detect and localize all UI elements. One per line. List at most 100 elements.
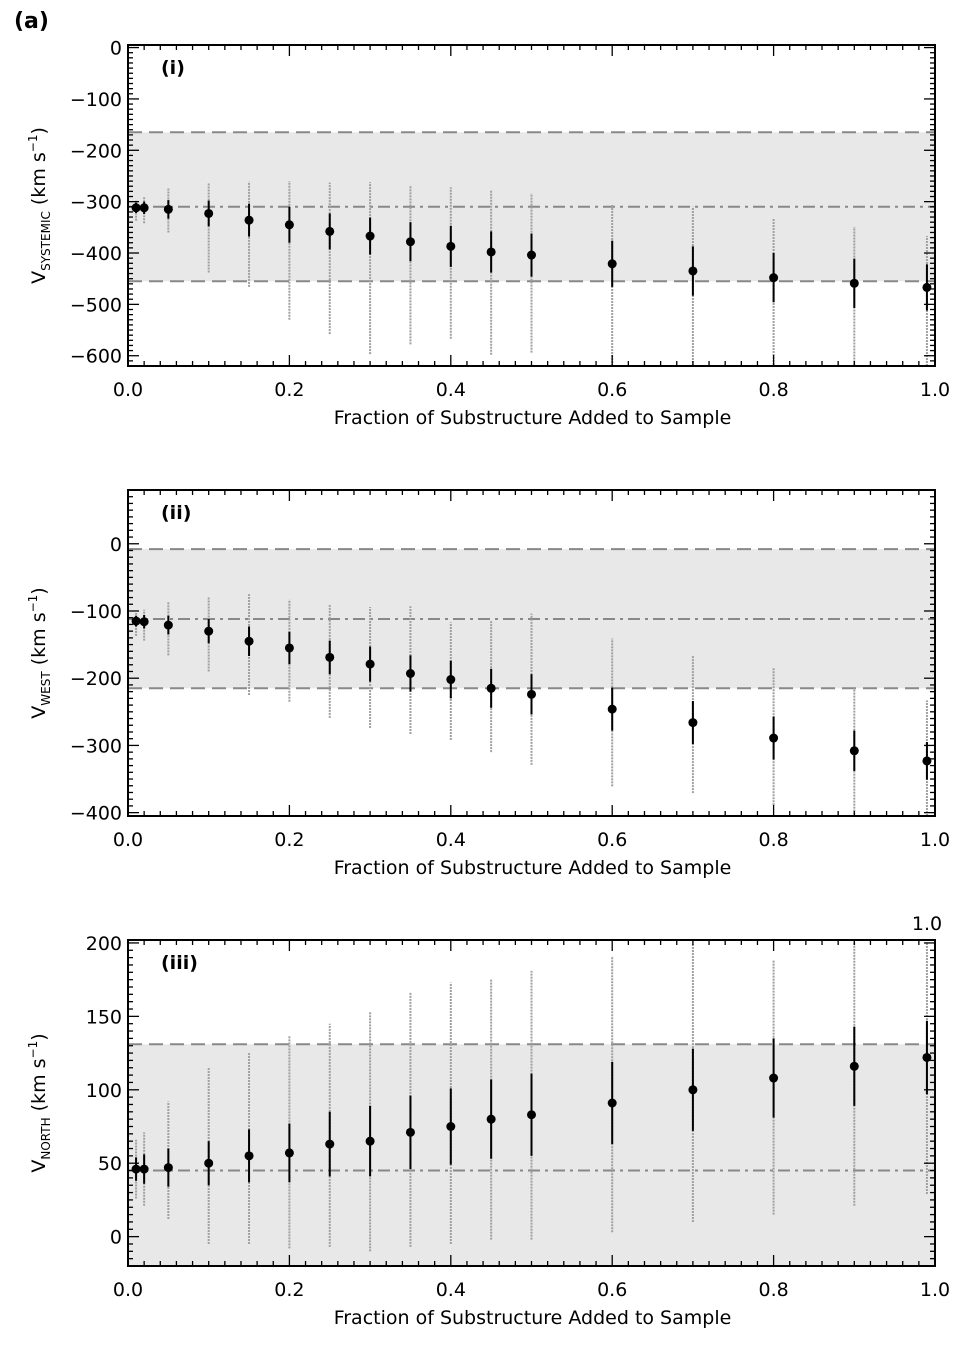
panel-i-data-point-16 <box>922 282 932 292</box>
panel-ii-label: (ii) <box>161 502 191 524</box>
panel-ii-data-point-10 <box>486 683 496 693</box>
panel-ii-y-axis-label: VWEST (km s−1) <box>26 587 53 718</box>
ylabel-exponent: −1 <box>26 135 40 153</box>
figure-label: (a) <box>14 9 49 34</box>
panel-iii-data-point-4 <box>244 1151 254 1161</box>
panel-i-data-point-7 <box>365 231 375 241</box>
ylabel-main: V <box>28 1160 50 1173</box>
panel-i-x-tick-label: 0.0 <box>113 379 143 401</box>
panel-iii: 0.0 0.2 0.4 0.6 0.8 1.0 0 50 100 150 200 (iii) Fr… <box>26 913 950 1329</box>
panel-ii-x-tick-label: 0.6 <box>597 829 627 851</box>
panel-i-data-point-1 <box>139 203 149 213</box>
panel-iii-y-tick-label: 150 <box>86 1006 122 1028</box>
panel-i-y-tick-label: −300 <box>70 192 122 214</box>
panel-iii-data-point-0 <box>131 1164 141 1174</box>
panel-i-data-point-6 <box>325 226 335 236</box>
panel-iii-y-tick-label: 200 <box>86 933 122 955</box>
panel-iii-data-point-2 <box>163 1163 173 1173</box>
ylabel-close: ) <box>28 127 50 134</box>
panel-i-y-tick-label: −100 <box>70 89 122 111</box>
ylabel-units: (km s <box>28 152 50 211</box>
panel-iii-y-axis-label: VNORTH (km s−1) <box>26 1033 53 1172</box>
panel-iii-data-point-14 <box>769 1073 779 1083</box>
panel-ii-data-point-16 <box>922 756 932 766</box>
panel-i-data-point-9 <box>446 241 456 251</box>
ylabel-close: ) <box>28 1033 50 1040</box>
panel-i-label: (i) <box>161 57 185 79</box>
panel-iii-data-point-12 <box>607 1098 617 1108</box>
panel-i-data-point-2 <box>163 204 173 214</box>
panel-ii-ticks <box>127 489 936 816</box>
panel-ii-data-point-2 <box>163 620 173 630</box>
panel-iii-x-tick-label: 0.0 <box>113 1279 143 1301</box>
panel-i-x-tick-label: 1.0 <box>920 379 950 401</box>
panel-iii-data-point-7 <box>365 1136 375 1146</box>
panel-iii-ticks <box>127 940 936 1267</box>
panel-iii-data-point-15 <box>849 1061 859 1071</box>
panel-i-data-point-3 <box>204 208 214 218</box>
panel-i-data-point-15 <box>849 278 859 288</box>
panel-ii-y-tick-label: −200 <box>70 668 122 690</box>
panel-ii-data-point-0 <box>131 616 141 626</box>
ylabel-subscript: SYSTEMIC <box>39 211 53 271</box>
panel-ii-x-tick-label: 0.2 <box>274 829 304 851</box>
panel-iii-top-right-label: 1.0 <box>912 913 942 935</box>
panel-ii-data-point-7 <box>365 659 375 669</box>
panel-iii-data-point-1 <box>139 1164 149 1174</box>
panel-iii-x-tick-labels: 0.0 0.2 0.4 0.6 0.8 1.0 <box>113 1279 950 1301</box>
panel-iii-data-point-16 <box>922 1052 932 1062</box>
panel-i-x-tick-label: 0.4 <box>436 379 466 401</box>
panel-ii-x-tick-labels: 0.0 0.2 0.4 0.6 0.8 1.0 <box>113 829 950 851</box>
panel-ii-points <box>131 616 932 766</box>
panel-i-data-point-5 <box>284 220 294 230</box>
panel-i-data-point-0 <box>131 203 141 213</box>
panel-i-y-tick-label: 0 <box>110 38 122 60</box>
panel-iii-label: (iii) <box>161 952 198 974</box>
panel-ii-y-tick-label: −400 <box>70 803 122 825</box>
panel-ii-data-point-8 <box>405 669 415 679</box>
panel-ii-y-tick-label: −100 <box>70 601 122 623</box>
panel-ii-x-tick-label: 0.8 <box>758 829 788 851</box>
panel-iii-x-tick-label: 0.4 <box>436 1279 466 1301</box>
panel-iii-points <box>131 1052 932 1174</box>
panel-ii-x-tick-label: 0.4 <box>436 829 466 851</box>
panel-iii-x-tick-label: 0.6 <box>597 1279 627 1301</box>
panel-i: 0.0 0.2 0.4 0.6 0.8 1.0 0 −100 −200 −300 −400 −500… <box>26 38 950 429</box>
panel-iii-data-point-11 <box>527 1110 536 1120</box>
ylabel-units: (km s <box>28 1058 50 1117</box>
panel-iii-data-point-13 <box>688 1085 698 1095</box>
panel-i-data-point-14 <box>769 273 779 283</box>
panel-ii-data-point-6 <box>325 652 335 662</box>
panel-iii-y-tick-label: 0 <box>110 1227 122 1249</box>
panel-ii-data-point-4 <box>244 636 254 646</box>
ylabel-main: V <box>28 271 50 284</box>
panel-i-y-axis-label: VSYSTEMIC (km s−1) <box>26 127 53 284</box>
panel-i-y-tick-labels: 0 −100 −200 −300 −400 −500 −600 <box>70 38 122 368</box>
panel-i-data-point-11 <box>527 250 536 260</box>
panel-iii-data-point-9 <box>446 1121 456 1131</box>
panel-iii-x-axis-label: Fraction of Substructure Added to Sample <box>334 1307 732 1329</box>
ylabel-exponent: −1 <box>26 1041 40 1059</box>
panel-i-x-tick-labels: 0.0 0.2 0.4 0.6 0.8 1.0 <box>113 379 950 401</box>
ylabel-close: ) <box>28 587 50 594</box>
ylabel-units: (km s <box>28 612 50 671</box>
panel-i-data-point-10 <box>486 247 496 257</box>
ylabel-main: V <box>28 706 50 719</box>
panel-ii-x-axis-label: Fraction of Substructure Added to Sample <box>334 857 732 879</box>
panel-i-y-tick-label: −400 <box>70 243 122 265</box>
panel-ii-x-tick-label: 0.0 <box>113 829 143 851</box>
panel-i-points <box>131 203 932 292</box>
panel-iii-data-point-6 <box>325 1139 335 1149</box>
panel-ii-y-tick-label: −300 <box>70 735 122 757</box>
panel-iii-x-tick-label: 0.2 <box>274 1279 304 1301</box>
panel-ii-x-tick-label: 1.0 <box>920 829 950 851</box>
panel-ii-data-point-1 <box>139 617 149 627</box>
panel-ii-data-point-11 <box>527 689 536 699</box>
ylabel-exponent: −1 <box>26 595 40 613</box>
panel-i-x-tick-label: 0.8 <box>758 379 788 401</box>
panel-iii-x-tick-label: 0.8 <box>758 1279 788 1301</box>
panel-iii-y-tick-label: 50 <box>98 1153 122 1175</box>
panel-iii-data-point-5 <box>284 1148 294 1158</box>
panel-i-data-point-13 <box>688 266 698 276</box>
